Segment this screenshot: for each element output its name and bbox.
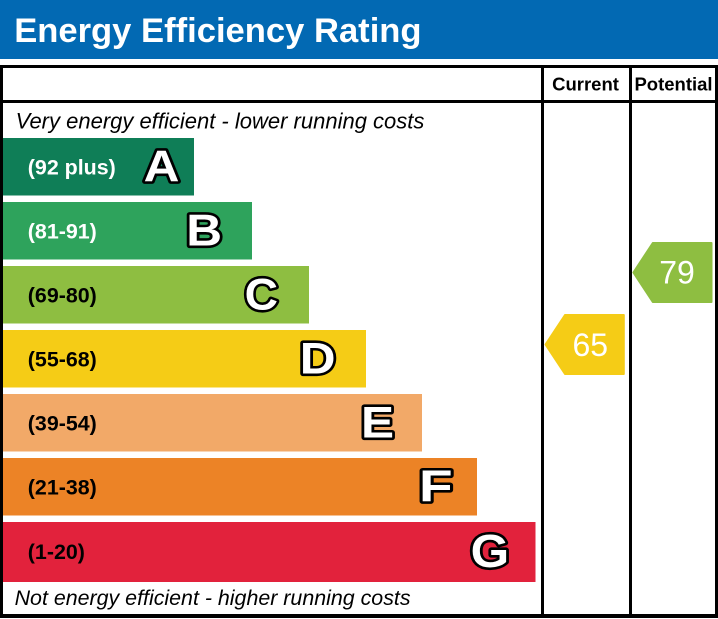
svg-text:(21-38): (21-38) [28,475,97,499]
svg-text:A: A [144,141,180,191]
svg-text:D: D [300,334,336,384]
svg-text:(69-80): (69-80) [28,283,97,307]
svg-text:Potential: Potential [634,74,712,95]
svg-text:Not energy efficient - higher: Not energy efficient - higher running co… [15,586,411,610]
svg-text:(1-20): (1-20) [28,540,85,564]
svg-text:E: E [361,398,394,448]
svg-text:79: 79 [659,255,695,291]
svg-text:B: B [186,206,222,256]
svg-text:(39-54): (39-54) [28,411,97,435]
svg-text:65: 65 [573,327,609,363]
svg-text:G: G [471,526,510,577]
svg-text:Very energy efficient - lower: Very energy efficient - lower running co… [16,108,425,133]
svg-text:(81-91): (81-91) [28,219,97,243]
svg-text:Current: Current [552,74,619,95]
svg-text:F: F [419,461,453,511]
svg-text:Energy Efficiency Rating: Energy Efficiency Rating [14,12,421,50]
svg-text:(55-68): (55-68) [28,347,97,371]
svg-text:C: C [245,269,278,319]
svg-text:(92 plus): (92 plus) [28,155,116,179]
